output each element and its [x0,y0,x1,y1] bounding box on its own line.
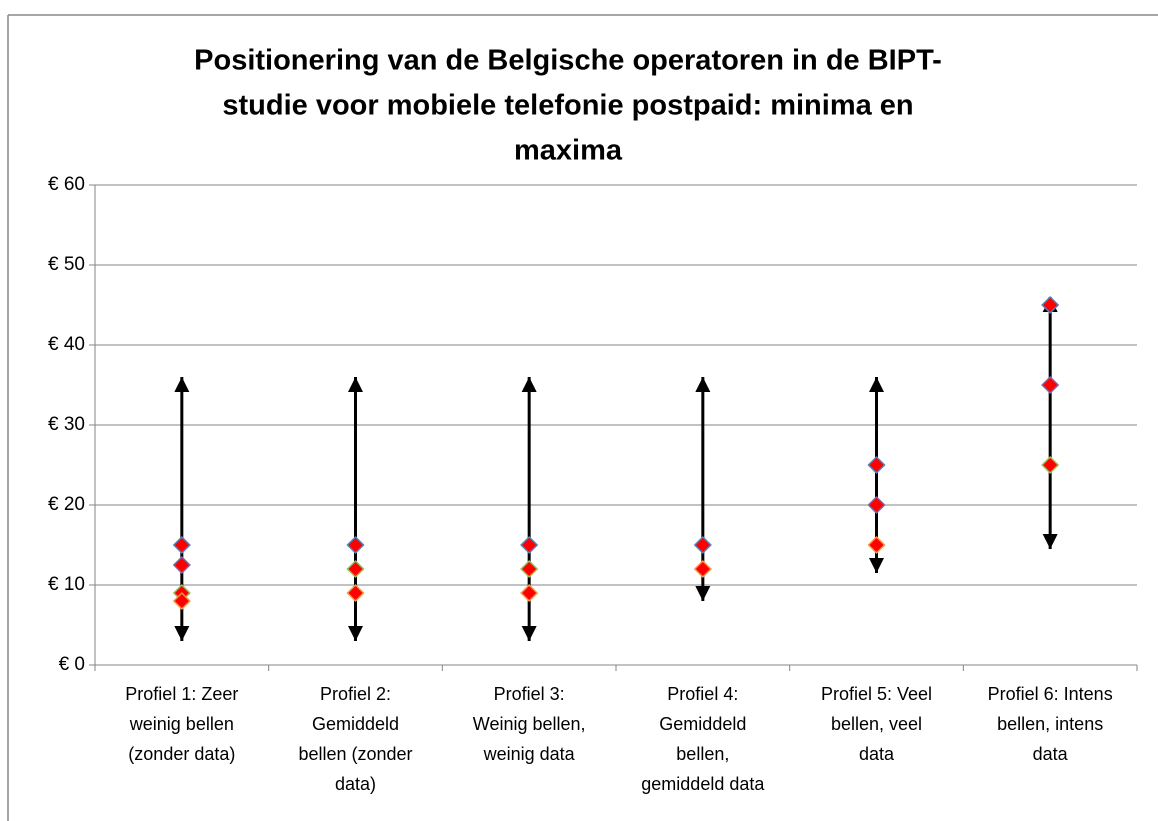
x-tick-label: Profiel 1: Zeer [125,684,238,704]
point [693,559,712,579]
x-tick-label: Gemiddeld [312,714,399,734]
chart-title-line: maxima [514,135,623,167]
x-tick-label: data [1033,744,1069,764]
point [520,583,539,603]
y-tick-label: € 50 [48,254,85,275]
point [520,559,539,579]
x-tick-label: Profiel 4: [667,684,738,704]
point [346,535,365,555]
point [1041,455,1060,475]
point [867,455,886,475]
x-tick-label: weinig data [483,744,576,764]
point [172,535,191,555]
point [693,535,712,555]
x-tick-label: Profiel 5: Veel [821,684,932,704]
x-tick-label: Profiel 6: Intens [988,684,1113,704]
y-tick-label: € 20 [48,494,85,515]
x-tick-label: bellen, [676,744,729,764]
point [867,495,886,515]
x-tick-label: bellen, veel [831,714,922,734]
y-tick-label: € 40 [48,334,85,355]
point [1041,295,1060,315]
chart-title-line: studie voor mobiele telefonie postpaid: … [222,90,913,122]
y-tick-label: € 0 [59,654,85,675]
x-tick-label: data [859,744,895,764]
point [867,535,886,555]
chart-title-line: Positionering van de Belgische operatore… [194,45,942,77]
y-tick-label: € 60 [48,174,85,195]
x-tick-label: bellen (zonder [298,744,412,764]
x-tick-label: weinig bellen [129,714,234,734]
x-tick-label: Profiel 2: [320,684,391,704]
point [346,583,365,603]
x-tick-label: Weinig bellen, [473,714,586,734]
y-tick-label: € 30 [48,414,85,435]
point [346,559,365,579]
x-tick-label: Gemiddeld [659,714,746,734]
point [520,535,539,555]
y-tick-label: € 10 [48,574,85,595]
x-tick-label: Profiel 3: [494,684,565,704]
point [172,555,191,575]
x-tick-label: gemiddeld data [641,774,765,794]
x-tick-label: data) [335,774,376,794]
x-tick-label: bellen, intens [997,714,1103,734]
point [172,591,191,611]
point [1041,375,1060,395]
x-tick-label: (zonder data) [128,744,235,764]
